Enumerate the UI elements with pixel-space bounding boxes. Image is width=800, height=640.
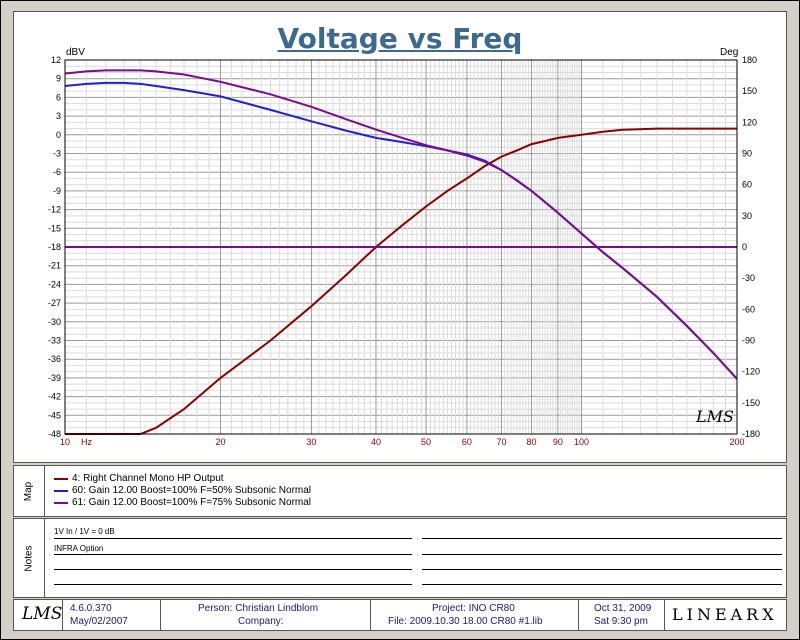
note-rule <box>54 538 412 539</box>
footer-version-cell: 4.6.0.370 May/02/2007 <box>62 600 161 630</box>
y-tick-label: -42 <box>48 392 61 402</box>
y-tick-label: -27 <box>48 298 61 308</box>
watermark-logo: LMS <box>696 407 734 426</box>
y-tick-label: -3 <box>53 149 61 159</box>
note-line-1-text[interactable]: 1V In / 1V = 0 dB <box>54 527 115 536</box>
footer-date-cell: Oct 31, 2009 Sat 9:30 pm <box>578 600 665 630</box>
y-tick-label: -15 <box>48 223 61 233</box>
y2-tick-label: -60 <box>742 304 755 314</box>
x-tick-label: 30 <box>306 437 316 447</box>
y-tick-label: 12 <box>51 55 61 65</box>
date-text: Oct 31, 2009 <box>594 603 652 614</box>
legend-label: 61: Gain 12.00 Boost=100% F=75% Subsonic… <box>72 497 312 508</box>
x-tick-label: 70 <box>496 437 506 447</box>
y-tick-label: -9 <box>53 186 61 196</box>
y-tick-label: -36 <box>48 354 61 364</box>
map-side-label: Map <box>14 466 45 516</box>
y-tick-label: 9 <box>56 74 61 84</box>
voltage-frequency-chart: 129630-3-6-9-12-15-18-21-24-27-30-33-36-… <box>48 55 760 447</box>
lms-logo: LMS <box>22 604 63 624</box>
project-name: Project: INO CR80 <box>432 603 515 614</box>
notes-panel: Notes 1V In / 1V = 0 dB INFRA Option <box>13 518 787 598</box>
legend-label: 60: Gain 12.00 Boost=100% F=50% Subsonic… <box>72 485 312 496</box>
file-name: File: 2009.10.30 18.00 CR80 #1.lib <box>388 616 543 627</box>
note-rule <box>422 554 782 555</box>
y-tick-label: -48 <box>48 429 61 439</box>
legend-item-series-60: 60: Gain 12.00 Boost=100% F=50% Subsonic… <box>54 485 311 496</box>
plot-border <box>64 59 738 435</box>
note-rule <box>422 538 782 539</box>
x-tick-label: 50 <box>421 437 431 447</box>
y2-tick-label: 180 <box>742 55 757 65</box>
y-tick-label: -33 <box>48 336 61 346</box>
y2-tick-label: 30 <box>742 211 752 221</box>
y-tick-label: -12 <box>48 205 61 215</box>
company-name: Company: <box>238 616 284 627</box>
y2-tick-label: -90 <box>742 336 755 346</box>
y-tick-label: -6 <box>53 167 61 177</box>
notes-side-label: Notes <box>14 519 45 597</box>
y2-tick-label: 60 <box>742 180 752 190</box>
note-rule <box>422 569 782 570</box>
footer-person-cell: Person: Christian Lindblom Company: <box>160 600 371 630</box>
y-tick-label: 3 <box>56 111 61 121</box>
footer-logo-cell: LMS <box>14 600 63 630</box>
x-tick-label: 80 <box>526 437 536 447</box>
y-tick-label: -39 <box>48 373 61 383</box>
note-rule <box>422 584 782 585</box>
footer-brand-cell: LINEARX <box>664 600 785 630</box>
y-tick-label: 6 <box>56 92 61 102</box>
note-rule <box>54 569 412 570</box>
y2-tick-label: 90 <box>742 149 752 159</box>
y2-tick-label: 0 <box>742 242 747 252</box>
y-tick-label: -21 <box>48 261 61 271</box>
legend-swatch <box>54 489 68 492</box>
y2-tick-label: -180 <box>742 429 760 439</box>
map-panel: Map 4: Right Channel Mono HP Output 60: … <box>13 465 787 517</box>
y2-tick-label: -30 <box>742 273 755 283</box>
y2-tick-label: -150 <box>742 398 760 408</box>
note-rule <box>54 584 412 585</box>
y-tick-label: -24 <box>48 279 61 289</box>
x-tick-label: 90 <box>553 437 563 447</box>
legend-label: 4: Right Channel Mono HP Output <box>72 473 224 484</box>
chart-title: Voltage vs Freq <box>277 22 523 55</box>
y2-tick-label: -120 <box>742 367 760 377</box>
version-number: 4.6.0.370 <box>70 603 112 614</box>
y-tick-label: -18 <box>48 242 61 252</box>
note-rule <box>54 554 412 555</box>
footer-project-cell: Project: INO CR80 File: 2009.10.30 18.00… <box>370 600 579 630</box>
y2-tick-label: 120 <box>742 117 757 127</box>
x-tick-label: 10 <box>60 437 70 447</box>
footer-bar: LMS 4.6.0.370 May/02/2007 Person: Christ… <box>13 599 787 631</box>
legend-item-series-61: 61: Gain 12.00 Boost=100% F=75% Subsonic… <box>54 497 311 508</box>
x-tick-label: 20 <box>215 437 225 447</box>
y2-tick-label: 150 <box>742 86 757 96</box>
series-line-2 <box>64 69 738 380</box>
right-axis-unit: Deg <box>720 47 739 58</box>
x-tick-label: 40 <box>371 437 381 447</box>
linearx-logo: LINEARX <box>672 605 778 624</box>
chart-panel: Voltage vs Freq dBV Deg 12 9 6 3 0 -3 -6 -9 -12-… <box>13 11 787 463</box>
x-tick-label: 100 <box>574 437 589 447</box>
x-tick-label: 200 <box>729 437 744 447</box>
legend-swatch <box>54 501 68 504</box>
y-tick-label: -30 <box>48 317 61 327</box>
person-name: Person: Christian Lindblom <box>198 603 319 614</box>
left-axis-unit: dBV <box>66 47 85 58</box>
legend-item-series-4: 4: Right Channel Mono HP Output <box>54 473 224 484</box>
x-tick-label: 60 <box>462 437 472 447</box>
y-tick-label: 0 <box>56 130 61 140</box>
series-line-0 <box>65 127 737 435</box>
note-line-2-text[interactable]: INFRA Option <box>54 544 104 553</box>
y-tick-label: -45 <box>48 410 61 420</box>
version-date: May/02/2007 <box>70 616 128 627</box>
time-text: Sat 9:30 pm <box>594 616 648 627</box>
legend-swatch <box>54 477 68 480</box>
x-axis-unit: Hz <box>81 437 92 447</box>
